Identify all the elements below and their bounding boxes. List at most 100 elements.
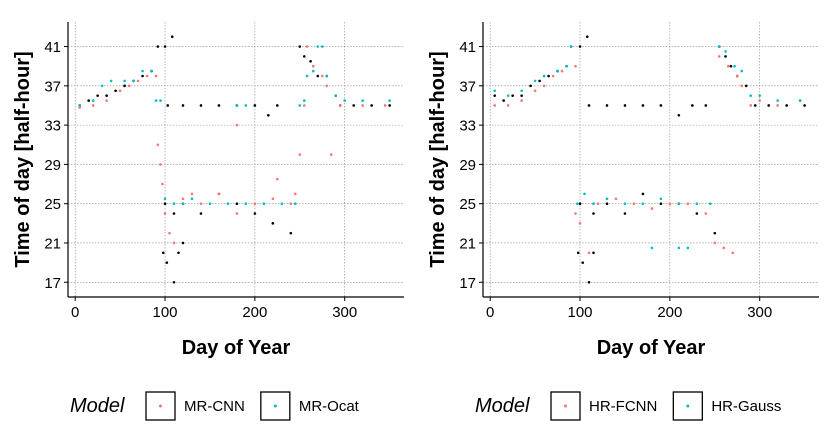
data-point	[493, 94, 496, 97]
data-point	[785, 104, 788, 107]
data-point	[316, 45, 320, 48]
panel-1: 17 21 25 29 33 37 41 0 100 200 300 Day of Year Time …	[12, 22, 404, 421]
data-point	[289, 202, 293, 205]
x-tick-label: 200	[657, 304, 682, 321]
data-point	[383, 104, 387, 107]
x-axis-title: Day of Year	[182, 337, 291, 359]
legend-key-dot	[273, 404, 277, 408]
data-point	[533, 89, 537, 93]
data-point	[320, 74, 324, 78]
y-tick-label: 21	[459, 235, 476, 252]
data-point	[583, 192, 586, 196]
data-point	[520, 99, 523, 102]
data-point	[587, 104, 591, 107]
data-point	[569, 45, 573, 48]
legend-label: MR-Ocat	[299, 398, 360, 415]
data-point	[587, 280, 591, 284]
data-point	[740, 84, 744, 88]
data-point	[161, 251, 165, 255]
data-point	[493, 104, 496, 107]
data-point	[592, 251, 595, 255]
data-point	[276, 177, 279, 181]
data-point	[632, 202, 636, 205]
data-point	[574, 64, 577, 68]
data-point	[352, 104, 355, 107]
data-point	[677, 202, 681, 205]
legend-key-dot	[686, 404, 690, 408]
series-reference	[493, 35, 806, 284]
data-point	[361, 99, 364, 102]
data-point	[547, 74, 550, 78]
data-point	[127, 84, 131, 88]
data-point	[181, 241, 185, 245]
data-point	[641, 202, 645, 205]
data-point	[506, 94, 510, 97]
data-point	[576, 251, 580, 255]
data-point	[271, 222, 275, 225]
y-tick-label: 25	[44, 196, 61, 213]
data-point	[163, 45, 167, 48]
data-point	[181, 104, 185, 107]
x-tick-label: 100	[153, 304, 178, 321]
data-point	[123, 84, 126, 88]
data-point	[538, 79, 541, 83]
data-point	[506, 104, 510, 107]
data-point	[753, 104, 757, 107]
data-point	[798, 99, 802, 102]
y-tick-label: 17	[44, 275, 61, 292]
data-point	[803, 104, 806, 107]
data-point	[659, 202, 663, 205]
data-point	[713, 231, 717, 235]
data-point	[361, 104, 364, 107]
data-point	[767, 104, 770, 107]
data-point	[105, 99, 108, 102]
x-tick-label: 200	[242, 304, 267, 321]
series-hr-gauss	[493, 45, 802, 250]
data-point	[280, 202, 284, 205]
data-point	[533, 79, 537, 83]
data-point	[596, 202, 600, 205]
legend: Model MR-CNN MR-Ocat	[70, 391, 360, 421]
data-point	[165, 261, 169, 264]
panel-2: 17 21 25 29 33 37 41 0 100 200 300 Day of Year Time …	[427, 22, 819, 421]
data-point	[614, 197, 618, 201]
data-point	[650, 246, 654, 250]
legend-title: Model	[70, 395, 125, 417]
data-point	[695, 202, 699, 205]
data-point	[161, 182, 164, 186]
data-point	[758, 99, 762, 102]
data-point	[749, 104, 753, 107]
data-point	[592, 212, 595, 215]
data-point	[190, 197, 194, 201]
data-point	[388, 99, 391, 102]
data-point	[493, 89, 496, 93]
data-point	[587, 251, 591, 255]
data-point	[91, 104, 95, 107]
data-point	[677, 114, 681, 117]
data-point	[78, 104, 81, 107]
data-point	[731, 251, 735, 255]
data-point	[641, 192, 645, 196]
data-point	[329, 153, 333, 156]
data-point	[154, 74, 158, 78]
data-point	[520, 89, 523, 93]
data-point	[334, 94, 338, 97]
data-point	[235, 104, 239, 107]
series-mr-cnn	[78, 45, 387, 245]
x-axis-title: Day of Year	[597, 337, 706, 359]
data-point	[302, 55, 306, 58]
data-point	[118, 89, 122, 93]
data-point	[749, 94, 753, 97]
data-point	[244, 104, 248, 107]
y-axis-title: Time of day [half-hour]	[427, 51, 449, 267]
data-point	[136, 79, 140, 83]
data-point	[114, 89, 117, 93]
legend-label: HR-Gauss	[711, 398, 781, 415]
legend-key-dot	[564, 404, 567, 408]
data-point	[311, 64, 315, 68]
data-point	[91, 99, 95, 102]
y-axis-title: Time of day [half-hour]	[12, 51, 34, 267]
data-point	[556, 69, 559, 73]
